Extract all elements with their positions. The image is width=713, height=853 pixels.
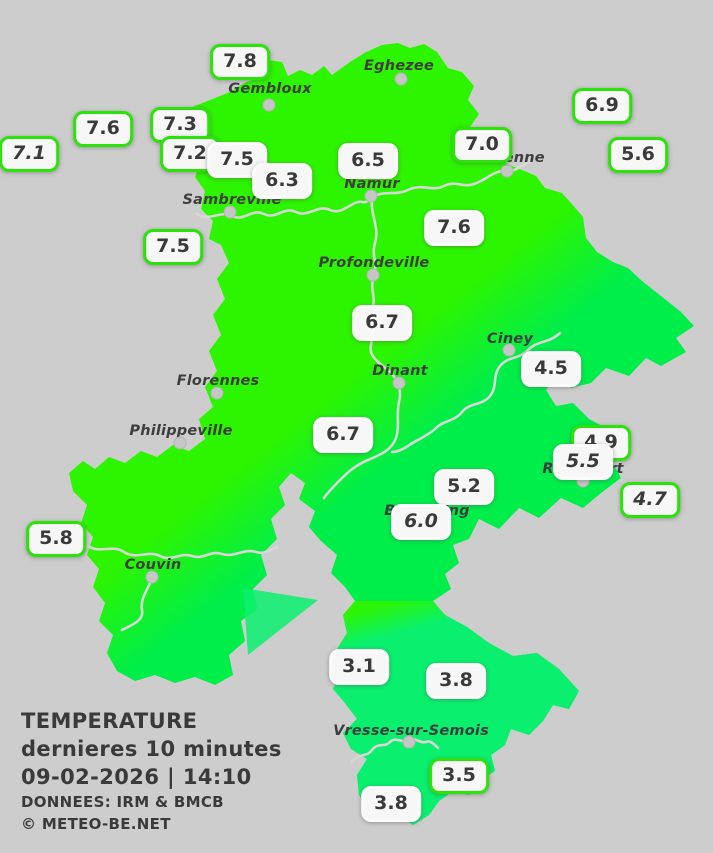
city-label-eghezee: Eghezee	[364, 58, 434, 74]
map-legend-block: TEMPERATURE dernieres 10 minutes 09-02-2…	[21, 707, 282, 835]
temperature-badge[interactable]: 6.3	[252, 163, 312, 199]
temperature-badge[interactable]: 7.8	[210, 44, 270, 80]
city-dot-dinant	[392, 376, 406, 390]
city-label-profondeville: Profondeville	[318, 255, 430, 271]
data-source: DONNEES: IRM & BMCB	[21, 793, 224, 811]
temperature-badge[interactable]: 6.9	[572, 88, 632, 124]
couvin-cool-wedge	[243, 588, 318, 655]
city-label-gembloux: Gembloux	[228, 81, 312, 97]
temperature-badge[interactable]: 7.1	[0, 136, 59, 172]
province-outline	[69, 43, 694, 825]
temperature-badge[interactable]: 5.8	[26, 521, 86, 557]
temperature-badge[interactable]: 4.7	[620, 482, 680, 518]
temperature-badge[interactable]: 3.8	[426, 663, 486, 699]
temperature-badge[interactable]: 7.5	[143, 229, 203, 265]
river-semois	[350, 737, 440, 764]
city-dot-eghezee	[394, 72, 408, 86]
river-eau-noire	[120, 576, 154, 632]
city-label-namur: Namur	[344, 176, 400, 192]
map-subtitle: dernieres 10 minutes	[21, 737, 282, 761]
temperature-badge[interactable]: 6.7	[313, 417, 373, 453]
temperature-badge[interactable]: 5.2	[434, 469, 494, 505]
city-label-dinant: Dinant	[372, 363, 428, 379]
city-dot-gembloux	[262, 98, 276, 112]
temperature-badge[interactable]: 6.5	[338, 143, 398, 179]
temperature-badge[interactable]: 7.6	[424, 210, 484, 246]
city-dot-philippeville	[173, 436, 187, 450]
map-title: TEMPERATURE	[21, 709, 198, 733]
temperature-badge[interactable]: 7.0	[452, 127, 512, 163]
temperature-badge[interactable]: 3.5	[429, 758, 489, 794]
temperature-badge[interactable]: 6.7	[352, 305, 412, 341]
temperature-badge[interactable]: 7.6	[73, 111, 133, 147]
south-cool-zone	[333, 601, 579, 825]
city-dot-sambreville	[223, 205, 237, 219]
river-viroin	[86, 544, 280, 560]
city-dot-couvin	[145, 570, 159, 584]
city-label-ciney: Ciney	[486, 331, 534, 347]
temperature-badge[interactable]: 7.5	[207, 142, 267, 178]
temperature-badge[interactable]: 5.6	[608, 137, 668, 173]
temperature-badge[interactable]: 4.5	[521, 351, 581, 387]
city-dot-profondeville	[366, 268, 380, 282]
city-dot-ciney	[502, 343, 516, 357]
city-dot-florennes	[210, 386, 224, 400]
city-dot-vresse-sur-semois	[402, 735, 416, 749]
city-label-philippeville: Philippeville	[129, 423, 233, 439]
temperature-badge[interactable]: 3.1	[329, 649, 389, 685]
temperature-badge[interactable]: 5.5	[553, 444, 613, 480]
map-datetime: 09-02-2026 | 14:10	[21, 765, 252, 789]
temperature-badge[interactable]: 3.8	[361, 786, 421, 822]
city-label-florennes: Florennes	[176, 373, 260, 389]
river-meuse-south	[322, 195, 402, 500]
copyright: © METEO-BE.NET	[21, 815, 171, 833]
city-dot-namur	[364, 189, 378, 203]
city-label-vresse-sur-semois: Vresse-sur-Semois	[333, 723, 489, 739]
city-label-couvin: Couvin	[124, 557, 182, 573]
city-dot-andenne	[500, 164, 514, 178]
temperature-badge[interactable]: 6.0	[391, 504, 451, 540]
